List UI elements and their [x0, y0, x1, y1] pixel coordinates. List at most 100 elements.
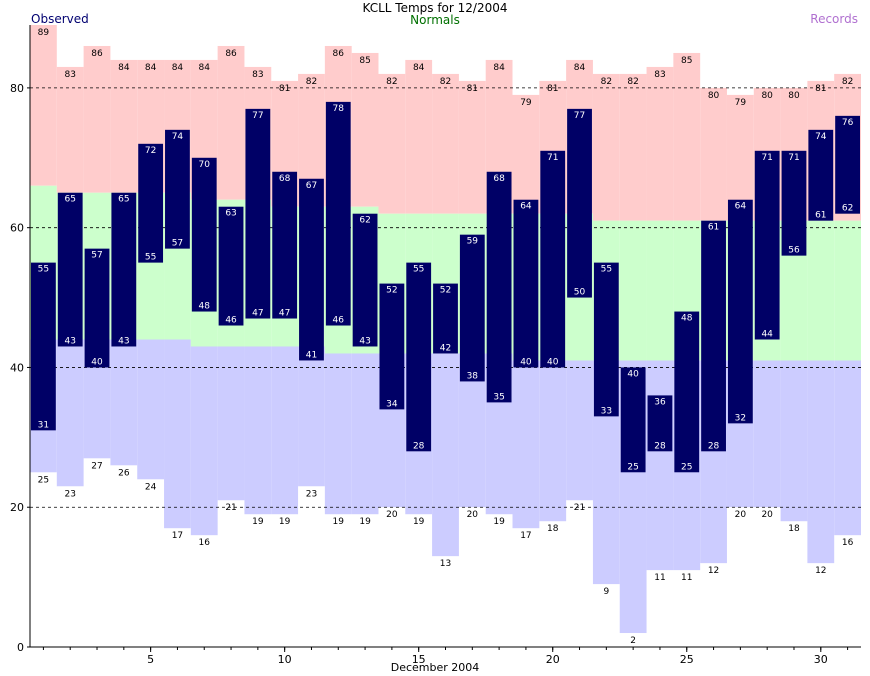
record-low-label: 13 [440, 559, 451, 569]
record-low-band [780, 360, 808, 522]
record-low-label: 9 [603, 587, 609, 597]
observed-high-label: 55 [38, 265, 49, 275]
record-high-band [110, 59, 138, 193]
record-low-label: 16 [199, 538, 211, 548]
record-low-band [807, 360, 835, 564]
record-high-band [458, 80, 486, 214]
observed-low-label: 40 [91, 357, 103, 367]
observed-high-label: 52 [440, 286, 451, 296]
observed-bar [138, 143, 164, 263]
observed-low-label: 47 [279, 309, 290, 319]
chart-title: KCLL Temps for 12/2004 [362, 1, 508, 15]
observed-bar [835, 115, 860, 214]
observed-low-label: 28 [413, 441, 425, 451]
observed-bar [245, 108, 271, 319]
observed-high-label: 68 [279, 174, 291, 184]
observed-bar [57, 192, 83, 347]
record-high-label: 82 [842, 77, 853, 87]
record-high-label: 79 [520, 98, 532, 108]
record-low-band [244, 346, 272, 515]
record-high-label: 84 [172, 63, 184, 73]
observed-low-label: 32 [735, 413, 746, 423]
record-low-label: 17 [520, 531, 531, 541]
observed-bars [31, 101, 860, 473]
y-tick-label: 20 [10, 501, 24, 514]
record-high-band [56, 66, 84, 193]
legend-records: Records [810, 12, 858, 26]
record-low-band [137, 339, 165, 480]
record-high-band [217, 45, 245, 200]
observed-bar [31, 262, 56, 431]
observed-high-label: 62 [359, 216, 370, 226]
x-tick-label: 20 [546, 653, 560, 666]
record-low-label: 18 [547, 524, 559, 534]
observed-bar [111, 192, 137, 347]
normal-band [834, 220, 861, 361]
record-low-label: 16 [842, 538, 854, 548]
observed-bar [781, 150, 807, 256]
observed-high-label: 64 [520, 202, 532, 212]
record-high-band [512, 94, 540, 214]
observed-low-label: 25 [627, 462, 638, 472]
observed-high-label: 67 [306, 181, 317, 191]
observed-low-label: 38 [467, 371, 479, 381]
normal-band [807, 220, 835, 361]
record-high-band [432, 73, 459, 214]
observed-bar [379, 283, 405, 410]
record-low-band [164, 339, 191, 529]
observed-high-label: 52 [386, 286, 397, 296]
observed-high-label: 71 [788, 153, 799, 163]
record-low-label: 27 [91, 461, 102, 471]
observed-bar [754, 150, 780, 340]
observed-bar [620, 367, 646, 473]
observed-bar [459, 234, 485, 382]
record-low-label: 11 [654, 573, 665, 583]
record-low-band [539, 360, 567, 522]
record-high-band [700, 87, 727, 221]
observed-low-label: 61 [815, 211, 826, 221]
x-tick-label: 5 [147, 653, 154, 666]
x-tick-label: 10 [278, 653, 292, 666]
data-labels: 5531892565438323574086276543842672558424… [38, 28, 854, 646]
observed-high-label: 71 [761, 153, 772, 163]
observed-high-label: 74 [815, 132, 827, 142]
record-low-label: 19 [413, 517, 425, 527]
y-tick-label: 80 [10, 82, 24, 95]
record-low-band [646, 360, 674, 571]
observed-bar [433, 283, 458, 354]
observed-low-label: 48 [199, 302, 211, 312]
record-high-label: 82 [306, 77, 317, 87]
record-low-label: 25 [38, 475, 49, 485]
record-low-band [271, 346, 299, 515]
observed-high-label: 55 [413, 265, 424, 275]
observed-high-label: 59 [467, 237, 479, 247]
record-low-band [110, 339, 138, 466]
record-high-label: 82 [386, 77, 397, 87]
observed-bar [84, 248, 110, 368]
observed-low-label: 44 [761, 329, 773, 339]
y-tick-label: 60 [10, 222, 24, 235]
record-low-label: 20 [735, 510, 747, 520]
record-low-band [512, 360, 540, 529]
observed-bar [674, 311, 700, 473]
observed-high-label: 40 [627, 369, 639, 379]
record-low-label: 11 [681, 573, 692, 583]
observed-low-label: 55 [145, 253, 156, 263]
record-low-band [217, 346, 245, 501]
record-low-band [566, 360, 593, 501]
record-high-band [83, 45, 111, 193]
observed-low-label: 47 [252, 309, 263, 319]
record-high-label: 84 [118, 63, 130, 73]
record-high-label: 81 [547, 84, 558, 94]
legend-observed: Observed [31, 12, 89, 26]
x-tick-label: 15 [412, 653, 426, 666]
observed-high-label: 76 [842, 118, 854, 128]
record-high-label: 84 [145, 63, 157, 73]
record-low-label: 18 [788, 524, 800, 534]
record-low-band [351, 353, 379, 515]
observed-high-label: 48 [681, 314, 693, 324]
record-low-label: 19 [359, 517, 371, 527]
observed-high-label: 65 [118, 195, 129, 205]
record-low-label: 23 [64, 489, 75, 499]
observed-low-label: 57 [172, 239, 183, 249]
